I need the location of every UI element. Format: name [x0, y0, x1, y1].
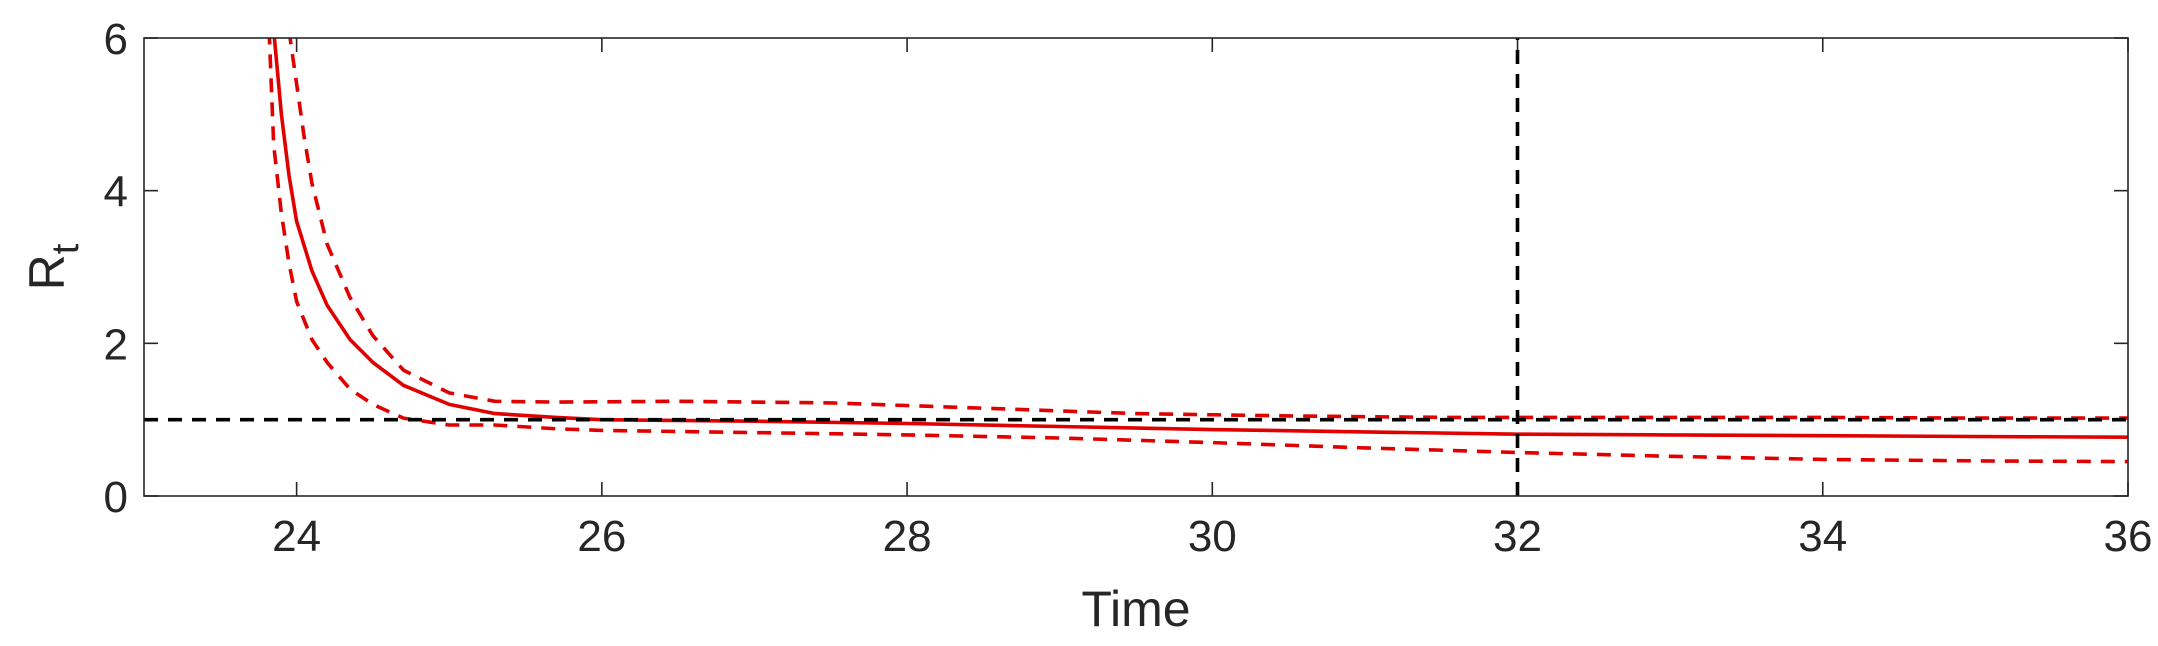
- y-tick-label: 4: [104, 168, 128, 217]
- y-tick-label: 6: [104, 15, 128, 64]
- series-line-2: [267, 38, 2128, 464]
- series-layer: [144, 38, 2128, 496]
- plot-frame: [143, 37, 2129, 497]
- x-tick-label: 24: [272, 512, 321, 561]
- svg-text:Rt: Rt: [19, 243, 87, 290]
- series-line-0: [272, 38, 2128, 439]
- series-line-1: [288, 38, 2128, 420]
- y-axis-label-main: R: [19, 254, 75, 290]
- y-axis-label-subscript: t: [45, 243, 87, 254]
- x-tick-label: 30: [1188, 512, 1237, 561]
- y-tick-label: 2: [104, 320, 128, 369]
- x-tick-label: 32: [1493, 512, 1542, 561]
- x-tick-label: 34: [1798, 512, 1847, 561]
- x-tick-label: 26: [577, 512, 626, 561]
- y-tick-label: 0: [104, 473, 128, 522]
- y-axis-label: Rt: [19, 243, 87, 290]
- x-tick-label: 36: [2104, 512, 2153, 561]
- x-tick-label: 28: [883, 512, 932, 561]
- x-axis-label: Time: [1081, 581, 1190, 637]
